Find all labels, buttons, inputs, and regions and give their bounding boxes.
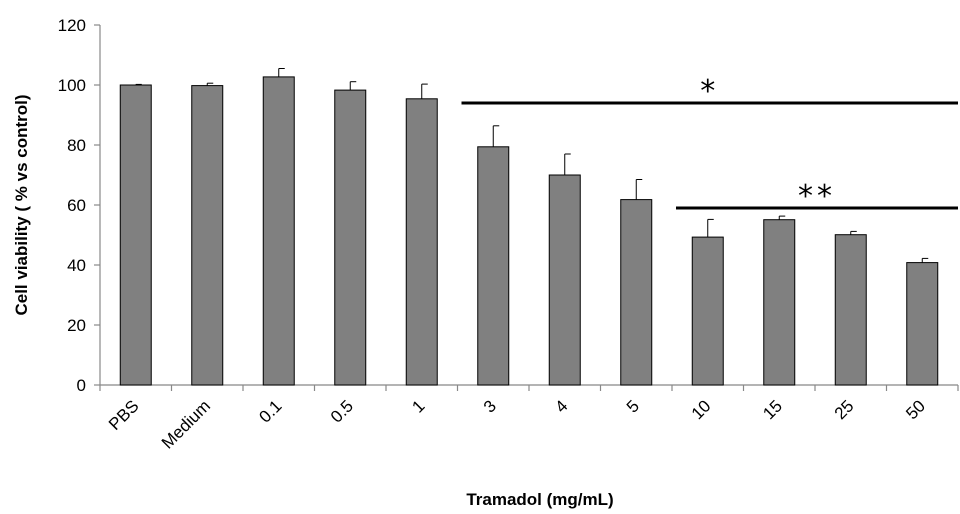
x-axis-title: Tramadol (mg/mL)	[466, 490, 613, 509]
x-tick-label: 25	[831, 396, 858, 423]
x-tick-label: PBS	[105, 396, 142, 433]
x-tick-label: Medium	[158, 396, 214, 452]
bar	[405, 98, 438, 386]
y-axis-title: Cell viability ( % vs control)	[12, 94, 31, 315]
bar	[477, 146, 510, 386]
x-tick-label: 0.5	[327, 396, 357, 426]
bar	[191, 85, 224, 386]
significance-label: **	[798, 179, 836, 214]
y-tick-label: 120	[58, 16, 86, 35]
error-bars	[135, 68, 929, 263]
bar	[691, 236, 724, 386]
x-tick-label: 3	[480, 396, 500, 416]
y-tick-label: 80	[67, 136, 86, 155]
x-tick-label: 10	[688, 396, 715, 423]
x-tick-label: 0.1	[255, 396, 285, 426]
bar	[334, 89, 367, 386]
significance-label: *	[700, 74, 719, 109]
y-tick-label: 40	[67, 256, 86, 275]
bar	[906, 262, 939, 386]
bar	[620, 199, 653, 386]
bar	[262, 76, 295, 386]
bar	[119, 84, 152, 386]
bars	[119, 76, 939, 386]
bar	[763, 219, 796, 386]
x-tick-label: 50	[902, 396, 929, 423]
x-tick-label: 15	[759, 396, 786, 423]
bar	[548, 174, 581, 386]
x-tick-label: 4	[551, 396, 571, 416]
y-axis: 0 20 40 60 80 100 120	[58, 16, 101, 395]
y-tick-label: 100	[58, 76, 86, 95]
y-tick-label: 60	[67, 196, 86, 215]
significance-markers: ***	[461, 74, 958, 214]
x-axis: PBS Medium 0.1 0.5 1 3 4 5 10 15 25 50	[99, 384, 959, 453]
y-tick-label: 20	[67, 316, 86, 335]
x-tick-label: 1	[408, 396, 428, 416]
y-tick-label: 0	[77, 376, 86, 395]
x-tick-label: 5	[623, 396, 643, 416]
bar	[834, 234, 867, 386]
